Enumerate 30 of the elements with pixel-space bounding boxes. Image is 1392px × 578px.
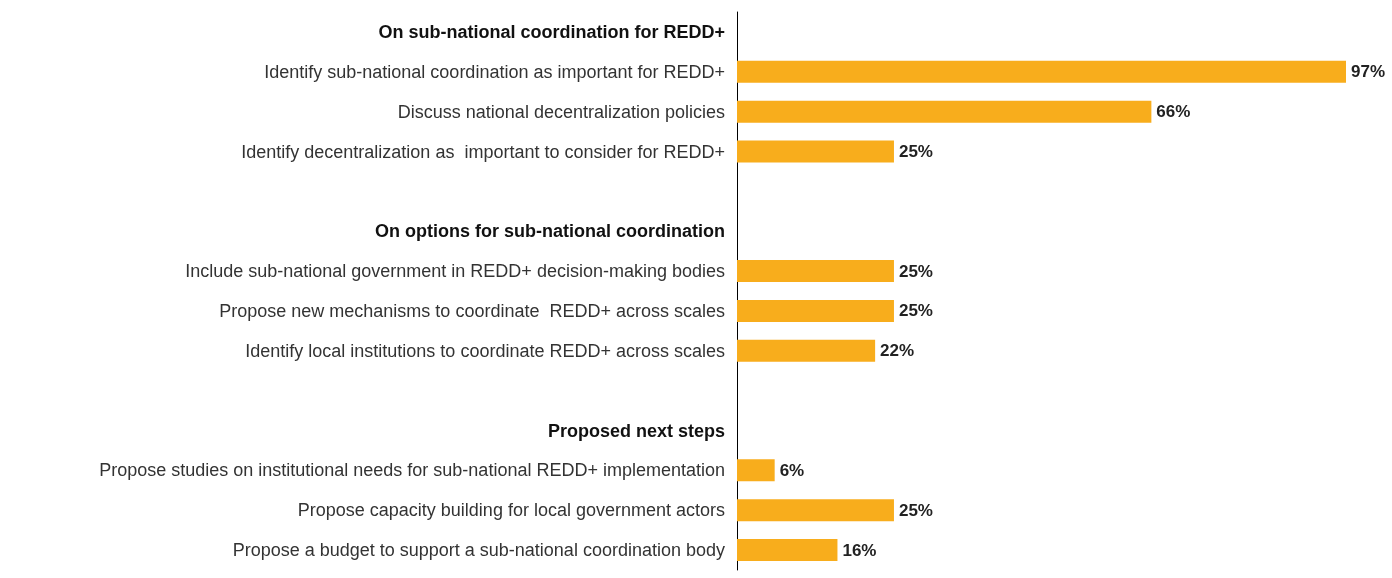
y-tick-label: Identify decentralization as important to consider for REDD+ (241, 141, 725, 162)
y-tick-label: Propose studies on institutional needs for sub-national REDD+ implementation (99, 460, 725, 481)
data-label: 97% (1351, 62, 1386, 82)
y-tick-label: Propose capacity building for local government actors (297, 500, 725, 521)
data-label: 25% (898, 142, 933, 161)
data-label: 25% (898, 301, 933, 321)
bar (737, 499, 894, 522)
y-tick-label: Propose new mechanisms to coordinate REDD+ across scales (219, 300, 725, 321)
bar (737, 459, 775, 482)
y-tick-label: Identify sub-national coordination as important for REDD+ (264, 61, 725, 82)
y-tick-label: On sub-national coordination for REDD+ (378, 21, 725, 42)
data-label: 16% (842, 540, 877, 560)
y-tick-label: Include sub-national government in REDD+ decision-making bodies (185, 261, 725, 282)
y-tick-label: Propose a budget to support a sub-national coordination body (232, 540, 725, 561)
data-label: 6% (779, 460, 805, 480)
data-label: 25% (898, 500, 933, 520)
bar (737, 100, 1152, 123)
bar (737, 299, 894, 322)
data-label: 22% (880, 341, 915, 361)
data-label: 66% (1156, 102, 1191, 122)
bar (737, 260, 894, 283)
bar (737, 60, 1346, 83)
bar (737, 140, 894, 163)
y-tick-label: Discuss national decentralization policies (397, 101, 725, 122)
bar (737, 339, 876, 362)
y-tick-label: Proposed next steps (547, 420, 725, 441)
data-label: 25% (898, 261, 933, 281)
y-tick-label: Identify local institutions to coordinate REDD+ across scales (245, 340, 725, 361)
bar (737, 539, 838, 562)
y-tick-label: On options for sub-national coordination (375, 221, 725, 242)
